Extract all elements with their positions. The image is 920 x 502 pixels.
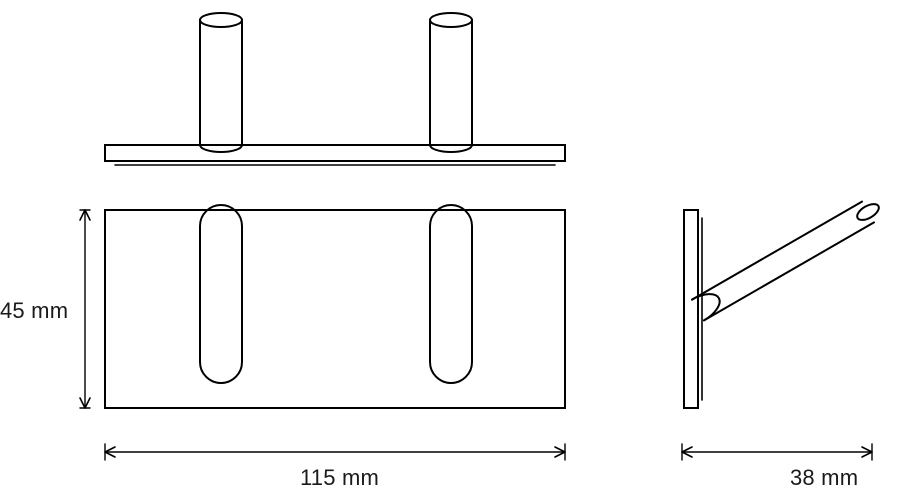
dim-height-label: 45 mm bbox=[0, 298, 68, 324]
dim-width-label: 115 mm bbox=[300, 465, 379, 491]
drawing-svg bbox=[0, 0, 920, 502]
technical-drawing: 45 mm 115 mm 38 mm bbox=[0, 0, 920, 502]
dim-depth-label: 38 mm bbox=[790, 465, 858, 491]
